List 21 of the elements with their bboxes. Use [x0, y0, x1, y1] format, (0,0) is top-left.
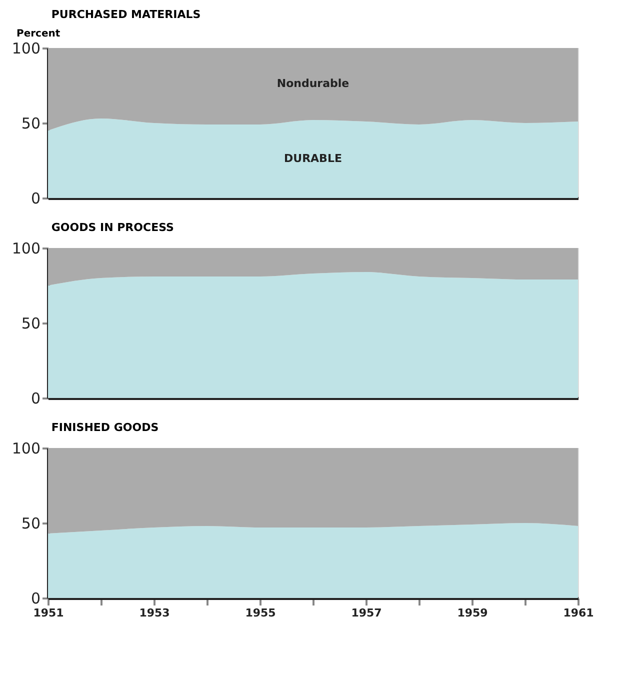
- x-tick-label: 1959: [457, 606, 488, 620]
- y-tick-label: 0: [30, 190, 40, 208]
- y-tick-label: 0: [30, 390, 40, 408]
- y-tick-label: 100: [12, 440, 40, 458]
- chart-title: FINISHED GOODS: [51, 421, 159, 434]
- series-label: Nondurable: [276, 77, 350, 90]
- chart-title: PURCHASED MATERIALS: [51, 8, 201, 21]
- x-tick-label: 1961: [563, 606, 594, 620]
- series-label: DURABLE: [284, 152, 342, 165]
- x-tick-label: 1955: [245, 606, 276, 620]
- y-axis-title: Percent: [16, 28, 60, 40]
- y-tick-label: 50: [21, 314, 40, 332]
- y-tick-label: 50: [21, 514, 40, 532]
- y-tick-label: 0: [30, 590, 40, 608]
- y-tick-label: 50: [21, 114, 40, 132]
- x-tick-label: 1951: [33, 606, 64, 620]
- chart-title: GOODS IN PROCESS: [51, 221, 174, 234]
- x-tick-label: 1957: [351, 606, 382, 620]
- x-tick-label: 1953: [139, 606, 170, 620]
- y-tick-label: 100: [12, 40, 40, 58]
- y-tick-label: 100: [12, 240, 40, 258]
